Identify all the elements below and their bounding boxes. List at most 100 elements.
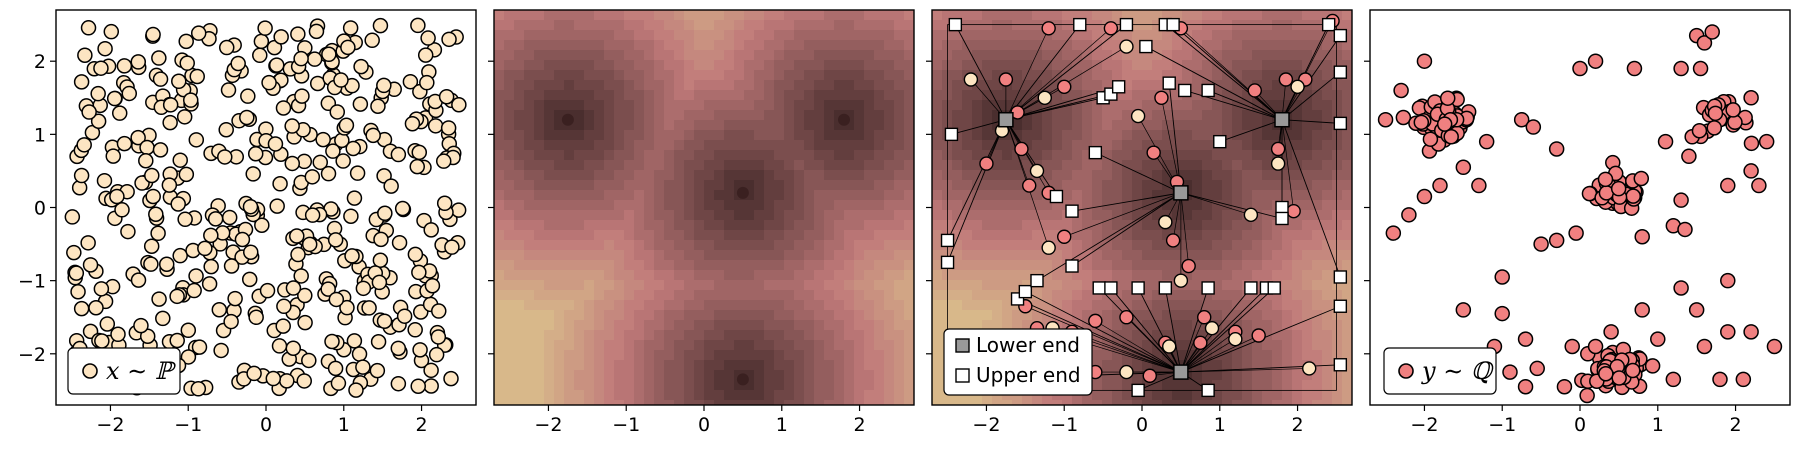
target-point	[1657, 133, 1674, 150]
heat-cell	[764, 290, 775, 301]
heat-cell	[1132, 80, 1143, 91]
heat-cell	[584, 370, 595, 381]
heat-cell	[634, 140, 645, 151]
heat-cell	[804, 300, 815, 311]
heat-cell	[664, 130, 675, 141]
heat-cell	[1062, 60, 1073, 71]
heat-cell	[1332, 200, 1343, 211]
heat-cell	[1162, 70, 1173, 81]
heat-cell	[894, 110, 905, 121]
heat-cell	[884, 270, 895, 281]
heat-cell	[1122, 110, 1133, 121]
heat-cell	[634, 120, 645, 131]
heat-cell	[1152, 240, 1163, 251]
heat-cell	[664, 70, 675, 81]
heat-cell	[1262, 340, 1273, 351]
heat-cell	[1282, 250, 1293, 261]
heat-cell	[534, 240, 545, 251]
heat-cell	[982, 210, 993, 221]
heat-cell	[564, 380, 575, 391]
heat-cell	[1192, 290, 1203, 301]
source-point	[143, 256, 159, 272]
heat-cell	[574, 260, 585, 271]
heat-cell	[1112, 350, 1123, 361]
heat-cell	[1322, 230, 1333, 241]
heat-cell	[1102, 50, 1113, 61]
target-point	[1743, 163, 1759, 179]
heat-cell	[524, 190, 535, 201]
heat-cell	[834, 330, 845, 341]
heat-cell	[774, 90, 785, 101]
heat-cell	[774, 330, 785, 341]
heat-cell	[684, 380, 695, 391]
heat-cell	[734, 200, 745, 211]
source-point	[152, 71, 169, 87]
heat-cell	[1122, 50, 1133, 61]
heat-cell	[784, 160, 795, 171]
heat-cell	[1312, 390, 1323, 401]
heat-cell	[634, 40, 645, 51]
heat-cell	[1272, 310, 1283, 321]
heat-cell	[1112, 150, 1123, 161]
heat-cell	[1282, 220, 1293, 231]
source-point	[130, 129, 146, 146]
source-point	[289, 228, 305, 244]
heat-cell	[1052, 280, 1063, 291]
heat-cell	[1222, 120, 1233, 131]
heat-cell	[884, 30, 895, 41]
heat-cell	[654, 370, 665, 381]
heat-cell	[614, 360, 625, 371]
heat-cell	[894, 130, 905, 141]
heat-cell	[1232, 400, 1243, 405]
heat-cell	[564, 250, 575, 261]
heat-cell	[704, 30, 715, 41]
heat-cell	[1232, 190, 1243, 201]
heat-cell	[574, 110, 585, 121]
heat-cell	[932, 330, 943, 341]
source-point	[284, 118, 300, 134]
heat-cell	[1072, 70, 1083, 81]
heat-cell	[504, 290, 515, 301]
heat-cell	[1192, 180, 1203, 191]
heat-cell	[1002, 20, 1013, 31]
heat-cell	[932, 260, 943, 271]
heat-cell	[804, 190, 815, 201]
heat-cell	[962, 50, 973, 61]
heat-cell	[704, 220, 715, 231]
heat-cell	[1342, 390, 1352, 401]
heat-cell	[714, 280, 725, 291]
heat-cell	[844, 150, 855, 161]
heat-cell	[1262, 330, 1273, 341]
transport-line	[1005, 28, 1049, 120]
heat-cell	[554, 290, 565, 301]
heat-cell	[874, 110, 885, 121]
heat-cell	[804, 200, 815, 211]
heat-cell	[854, 330, 865, 341]
heat-cell	[744, 400, 755, 405]
heat-cell	[1122, 190, 1133, 201]
source-point	[339, 299, 355, 316]
heat-cell	[834, 230, 845, 241]
heat-cell	[654, 380, 665, 391]
heat-cell	[534, 310, 545, 321]
heat-cell	[864, 360, 875, 371]
heat-cell	[1192, 220, 1203, 231]
heat-cell	[684, 300, 695, 311]
heat-cell	[684, 230, 695, 241]
heat-cell	[824, 190, 835, 201]
target-point	[1587, 338, 1604, 355]
heat-cell	[972, 320, 983, 331]
source-point	[294, 88, 310, 104]
heat-cell	[514, 290, 525, 301]
heat-cell	[1292, 240, 1303, 251]
heat-cell	[1182, 130, 1193, 141]
heat-cell	[884, 120, 895, 131]
heat-cell	[992, 260, 1003, 271]
heat-cell	[1222, 350, 1233, 361]
heat-cell	[574, 80, 585, 91]
heat-cell	[704, 300, 715, 311]
heat-cell	[962, 320, 973, 331]
heat-cell	[1122, 300, 1133, 311]
source-point	[330, 375, 347, 391]
heat-cell	[754, 70, 765, 81]
